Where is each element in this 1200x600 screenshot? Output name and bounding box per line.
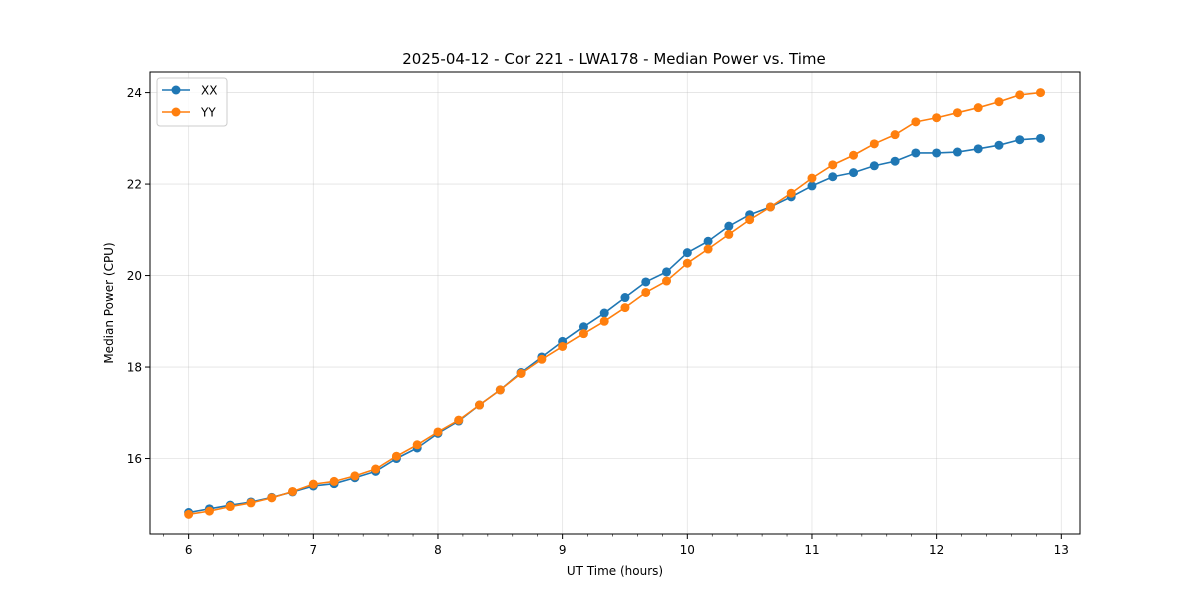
data-point-xx xyxy=(682,248,692,258)
y-tick-label: 16 xyxy=(127,452,142,466)
data-point-yy xyxy=(184,509,194,519)
data-point-xx xyxy=(828,172,838,182)
y-tick-label: 18 xyxy=(127,361,142,375)
data-point-yy xyxy=(745,215,755,225)
data-point-yy xyxy=(952,108,962,118)
data-point-yy xyxy=(973,103,983,113)
data-point-yy xyxy=(662,276,672,286)
data-point-yy xyxy=(371,464,381,474)
legend-marker-yy xyxy=(171,107,181,117)
data-point-yy xyxy=(433,427,443,437)
data-point-xx xyxy=(1015,135,1025,145)
data-point-yy xyxy=(558,341,568,351)
data-point-yy xyxy=(641,287,651,297)
x-tick-label: 10 xyxy=(680,543,695,557)
data-point-yy xyxy=(350,471,360,481)
x-axis-label: UT Time (hours) xyxy=(567,564,663,578)
data-point-yy xyxy=(807,173,817,183)
data-point-yy xyxy=(391,451,401,461)
data-point-yy xyxy=(620,303,630,313)
data-point-xx xyxy=(911,148,921,158)
data-point-yy xyxy=(599,316,609,326)
x-tick-label: 12 xyxy=(929,543,944,557)
data-point-yy xyxy=(828,160,838,170)
data-point-xx xyxy=(849,168,859,178)
data-point-yy xyxy=(765,202,775,212)
data-point-yy xyxy=(578,329,588,339)
data-point-yy xyxy=(516,368,526,378)
data-point-xx xyxy=(724,221,734,231)
data-point-yy xyxy=(246,498,256,508)
data-point-xx xyxy=(869,161,879,171)
data-point-xx xyxy=(599,308,609,318)
data-point-yy xyxy=(703,244,713,254)
x-tick-label: 7 xyxy=(309,543,317,557)
data-point-yy xyxy=(267,493,277,503)
data-point-yy xyxy=(537,354,547,364)
data-point-xx xyxy=(994,140,1004,150)
legend-label-yy: YY xyxy=(200,106,216,120)
data-point-xx xyxy=(807,181,817,191)
series-layer xyxy=(184,88,1046,519)
legend-label-xx: XX xyxy=(201,84,217,98)
data-point-yy xyxy=(204,506,214,516)
data-point-xx xyxy=(952,147,962,157)
data-point-yy xyxy=(869,139,879,149)
tick-layer: 6 7 8 9 10 11 12 13 16 18 20 22 24 xyxy=(127,86,1069,557)
data-point-xx xyxy=(620,293,630,303)
data-point-yy xyxy=(495,385,505,395)
grid-layer xyxy=(150,72,1080,534)
legend: XX YY xyxy=(156,77,228,127)
x-tick-label: 13 xyxy=(1054,543,1069,557)
data-point-xx xyxy=(662,267,672,277)
data-point-yy xyxy=(786,188,796,198)
legend-entry-yy: YY xyxy=(162,106,216,120)
x-tick-label: 6 xyxy=(185,543,193,557)
data-point-yy xyxy=(890,130,900,140)
data-point-yy xyxy=(932,113,942,123)
y-axis-label: Median Power (CPU) xyxy=(102,242,116,363)
y-tick-label: 20 xyxy=(127,269,142,283)
y-tick-label: 22 xyxy=(127,178,142,192)
data-point-yy xyxy=(225,502,235,512)
data-point-yy xyxy=(1036,88,1046,98)
data-point-yy xyxy=(412,440,422,450)
x-tick-label: 11 xyxy=(804,543,819,557)
x-tick-label: 9 xyxy=(559,543,567,557)
data-point-yy xyxy=(454,415,464,425)
data-point-yy xyxy=(288,486,298,496)
data-point-yy xyxy=(849,150,859,160)
data-point-xx xyxy=(641,277,651,287)
data-point-yy xyxy=(724,229,734,239)
y-tick-label: 24 xyxy=(127,86,142,100)
legend-marker-xx xyxy=(171,85,181,95)
data-point-xx xyxy=(703,236,713,246)
data-point-yy xyxy=(329,476,339,486)
data-point-yy xyxy=(682,258,692,268)
data-point-yy xyxy=(994,97,1004,107)
data-point-xx xyxy=(932,148,942,158)
data-point-yy xyxy=(475,400,485,410)
data-point-xx xyxy=(890,156,900,166)
data-point-yy xyxy=(1015,90,1025,100)
series-yy xyxy=(184,88,1046,519)
data-point-xx xyxy=(1036,133,1046,143)
data-point-yy xyxy=(308,479,318,489)
legend-entry-xx: XX xyxy=(162,84,217,98)
chart-title: 2025-04-12 - Cor 221 - LWA178 - Median P… xyxy=(402,50,826,68)
data-point-yy xyxy=(911,117,921,127)
x-tick-label: 8 xyxy=(434,543,442,557)
plot-frame xyxy=(149,71,1081,535)
data-point-xx xyxy=(578,322,588,332)
data-point-xx xyxy=(973,144,983,154)
